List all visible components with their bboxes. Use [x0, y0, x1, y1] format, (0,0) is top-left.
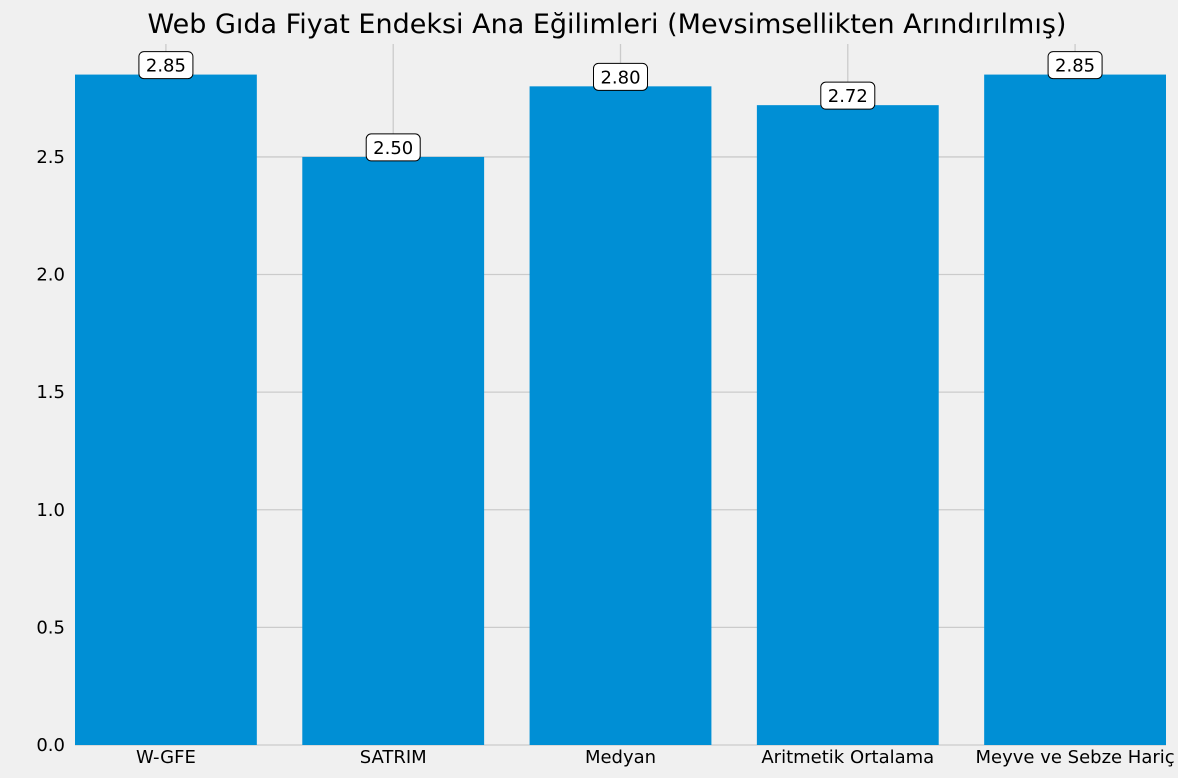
y-tick-label: 0.0 [36, 735, 65, 756]
data-label: 2.72 [820, 81, 876, 110]
x-tick-label: Medyan [585, 747, 656, 768]
x-tick-label: SATRIM [360, 747, 427, 768]
data-label-text: 2.85 [146, 56, 186, 77]
x-axis: W-GFE SATRIM Medyan Aritmetik Ortalama Meyve… [136, 747, 1175, 768]
data-label-box [593, 62, 648, 91]
bar [75, 74, 257, 745]
data-label-text: 2.85 [1055, 56, 1095, 77]
bar [529, 86, 712, 745]
data-label-box [365, 133, 421, 162]
bar [984, 74, 1166, 745]
chart-title: Web Gıda Fiyat Endeksi Ana Eğilimleri (M… [148, 9, 1067, 40]
data-label: 2.85 [138, 51, 194, 80]
x-tick-label: Meyve ve Sebze Hariç [975, 747, 1174, 768]
data-label-box [820, 81, 876, 110]
data-label-text: 2.50 [373, 138, 413, 159]
y-tick-label: 1.5 [36, 382, 65, 403]
y-tick-label: 1.0 [36, 500, 65, 521]
y-axis: 0.0 0.5 1.0 1.5 2.0 2.5 [36, 147, 65, 756]
data-label-text: 2.72 [828, 86, 868, 107]
y-tick-label: 0.5 [36, 617, 65, 638]
bar [302, 156, 485, 746]
data-label: 2.80 [593, 62, 648, 91]
data-label-box [138, 51, 194, 80]
data-label: 2.85 [1047, 51, 1103, 80]
x-tick-label: Aritmetik Ortalama [761, 747, 934, 768]
y-tick-label: 2.0 [36, 265, 65, 286]
data-label-box [1047, 51, 1103, 80]
y-tick-label: 2.5 [36, 147, 65, 168]
x-tick-label: W-GFE [136, 747, 196, 768]
bar [756, 105, 939, 745]
bar-layer [75, 74, 1166, 746]
data-label-text: 2.80 [600, 67, 640, 88]
data-label: 2.50 [365, 133, 421, 162]
data-label-layer: 2.85 2.50 2.80 2.72 2.85 [138, 51, 1103, 162]
